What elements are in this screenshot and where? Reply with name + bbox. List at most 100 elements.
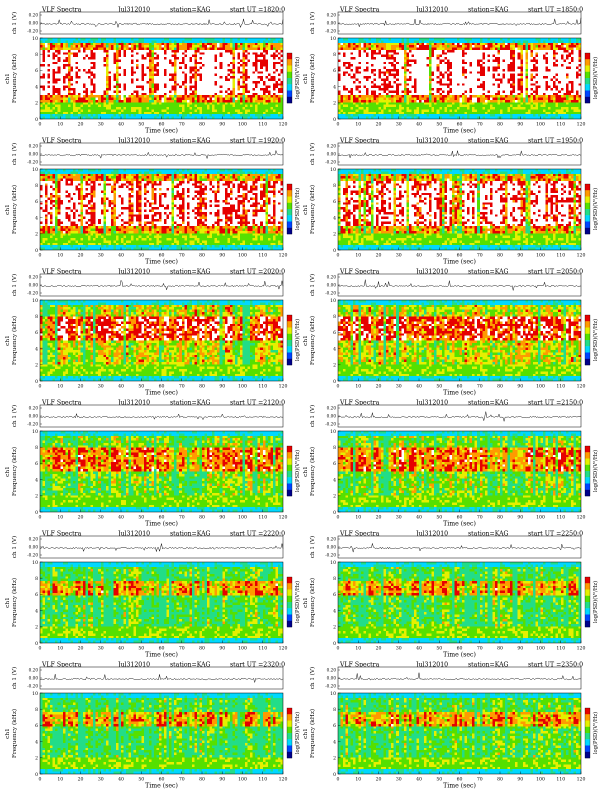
heatmap-cell xyxy=(100,78,104,82)
heatmap-cell xyxy=(505,49,508,53)
heatmap-cell xyxy=(166,102,170,105)
heatmap-cell xyxy=(232,111,236,115)
heatmap-cell xyxy=(126,109,129,112)
heatmap-cell xyxy=(370,59,374,62)
heatmap-cell xyxy=(242,107,246,110)
heatmap-cell xyxy=(75,71,79,74)
heatmap-cell xyxy=(72,38,76,41)
heatmap-cell xyxy=(242,42,246,46)
heatmap-cell xyxy=(72,57,76,60)
heatmap-cell xyxy=(181,85,185,89)
heatmap-cell xyxy=(105,97,109,101)
heatmap-cell xyxy=(252,71,256,74)
heatmap-cell xyxy=(113,104,117,108)
heatmap-cell xyxy=(467,52,470,55)
heatmap-cell xyxy=(393,61,397,65)
heatmap-cell xyxy=(456,68,460,72)
heatmap-cell xyxy=(204,45,208,48)
heatmap-cell xyxy=(237,47,241,51)
heatmap-cell xyxy=(136,99,139,103)
heatmap-cell xyxy=(479,45,483,48)
heatmap-cell xyxy=(138,95,142,98)
heatmap-cell xyxy=(242,114,246,117)
heatmap-cell xyxy=(477,71,480,74)
heatmap-cell xyxy=(245,111,248,115)
heatmap-cell xyxy=(365,38,369,41)
heatmap-cell xyxy=(207,49,210,53)
heatmap-cell xyxy=(424,52,427,55)
heatmap-cell xyxy=(156,47,160,51)
heatmap-cell xyxy=(411,54,415,58)
heatmap-cell xyxy=(207,61,210,65)
heatmap-cell xyxy=(353,57,356,60)
heatmap-cell xyxy=(527,76,531,79)
heatmap-cell xyxy=(179,102,182,105)
panel-title: VLF Spectra xyxy=(41,7,82,14)
heatmap-cell xyxy=(255,83,258,86)
heatmap-cell xyxy=(191,71,195,74)
heatmap-cell xyxy=(532,64,536,67)
heatmap-cell xyxy=(252,76,256,79)
heatmap-cell xyxy=(42,99,46,103)
heatmap-cell xyxy=(429,68,432,72)
heatmap-cell xyxy=(118,64,122,67)
heatmap-cell xyxy=(105,54,109,58)
heatmap-cell xyxy=(128,90,132,93)
heatmap-cell xyxy=(237,109,241,112)
heatmap-cell xyxy=(242,73,246,77)
heatmap-cell xyxy=(108,49,112,53)
heatmap-cell xyxy=(436,64,440,67)
heatmap-cell xyxy=(280,38,284,41)
heatmap-cell xyxy=(229,68,233,72)
heatmap-cell xyxy=(260,109,263,112)
heatmap-cell xyxy=(146,107,149,110)
heatmap-cell xyxy=(133,88,137,91)
heatmap-cell xyxy=(275,99,279,103)
heatmap-cell xyxy=(484,38,488,41)
heatmap-cell xyxy=(156,54,160,58)
heatmap-cell xyxy=(100,116,104,120)
heatmap-cell xyxy=(272,54,276,58)
heatmap-cell xyxy=(189,73,193,77)
heatmap-cell xyxy=(373,61,377,65)
heatmap-cell xyxy=(164,97,167,101)
heatmap-cell xyxy=(65,66,68,70)
heatmap-cell xyxy=(52,114,56,117)
heatmap-cell xyxy=(232,45,236,48)
heatmap-cell xyxy=(103,95,106,98)
heatmap-cell xyxy=(161,90,165,93)
heatmap-cell xyxy=(260,40,263,43)
heatmap-cell xyxy=(340,76,344,79)
heatmap-cell xyxy=(184,71,187,74)
heatmap-cell xyxy=(479,73,483,77)
heatmap-cell xyxy=(95,92,99,96)
heatmap-cell xyxy=(67,45,71,48)
heatmap-cell xyxy=(462,42,465,46)
heatmap-cell xyxy=(174,90,177,93)
heatmap-cell xyxy=(494,42,498,46)
heatmap-cell xyxy=(70,78,74,82)
heatmap-cell xyxy=(186,47,190,51)
heatmap-cell xyxy=(148,107,152,110)
heatmap-cell xyxy=(52,66,56,70)
heatmap-cell xyxy=(204,57,208,60)
heatmap-cell xyxy=(237,68,241,72)
heatmap-cell xyxy=(118,107,122,110)
heatmap-cell xyxy=(141,68,144,72)
heatmap-cell xyxy=(378,38,382,41)
heatmap-cell xyxy=(540,52,544,55)
heatmap-cell xyxy=(229,97,233,101)
heatmap-cell xyxy=(353,78,356,82)
heatmap-cell xyxy=(72,107,76,110)
heatmap-cell xyxy=(42,80,46,84)
heatmap-cell xyxy=(232,78,236,82)
heatmap-cell xyxy=(138,83,142,86)
heatmap-cell xyxy=(270,88,274,91)
heatmap-cell xyxy=(161,107,165,110)
heatmap-cell xyxy=(93,73,96,77)
heatmap-cell xyxy=(60,116,63,120)
heatmap-cell xyxy=(242,52,246,55)
heatmap-cell xyxy=(245,114,248,117)
heatmap-cell xyxy=(250,68,253,72)
heatmap-cell xyxy=(98,64,101,67)
